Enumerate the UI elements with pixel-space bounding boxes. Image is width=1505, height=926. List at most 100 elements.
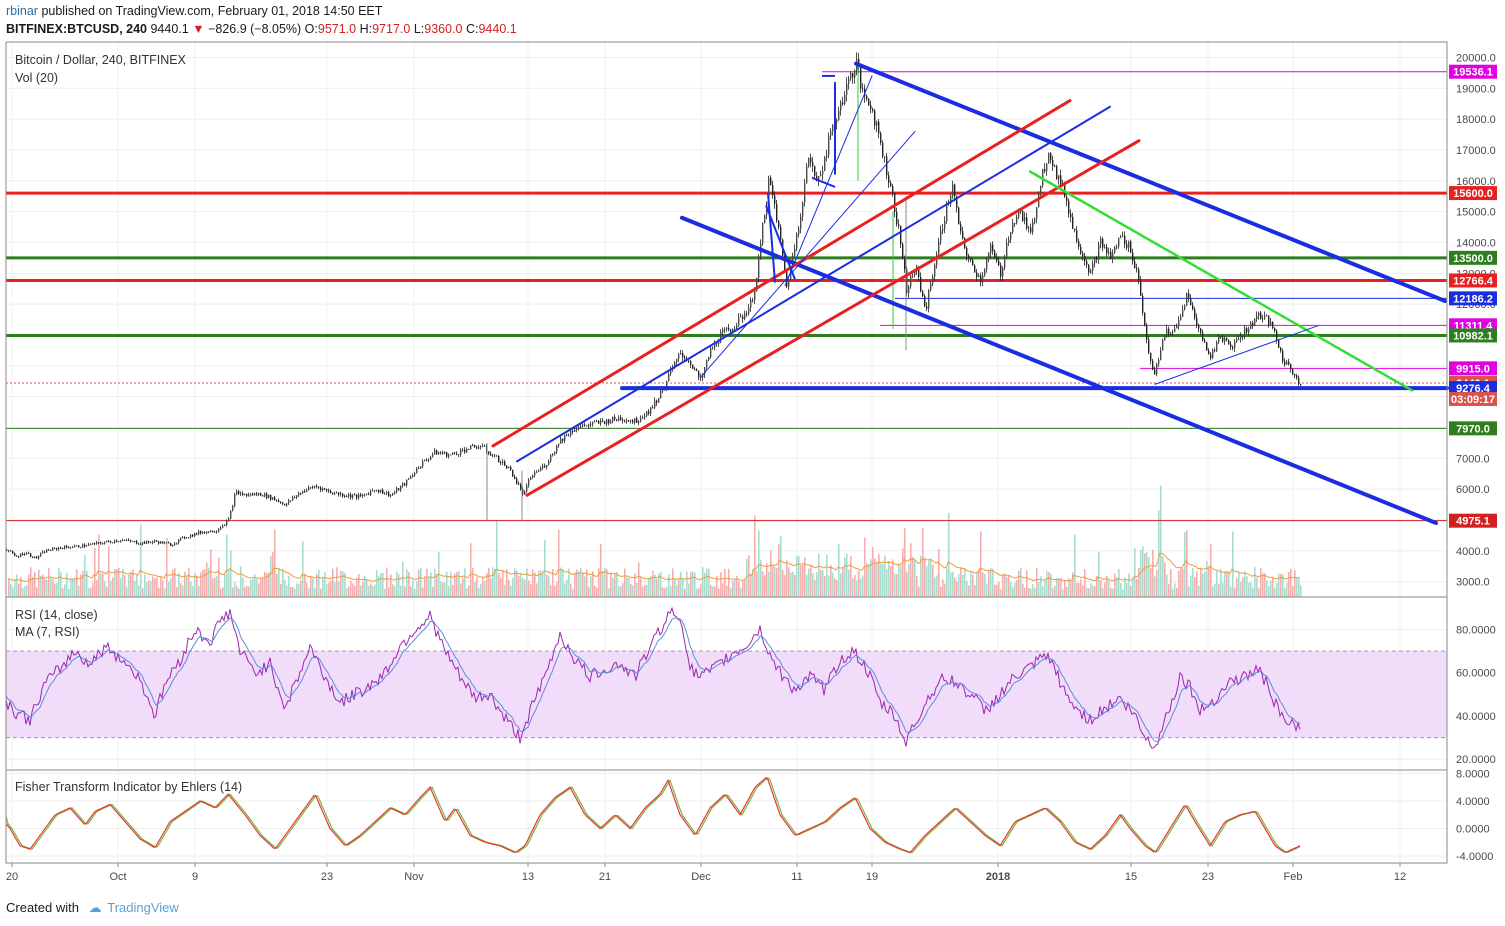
volume-bar — [1046, 571, 1048, 597]
volume-bar — [924, 557, 926, 597]
horizontal-levels[interactable] — [6, 71, 1447, 522]
tradingview-brand[interactable]: TradingView — [107, 900, 179, 915]
candle-body — [242, 493, 244, 496]
volume-bar — [92, 582, 94, 597]
volume-bar — [646, 584, 648, 597]
price-tag-label: 19536.1 — [1453, 67, 1493, 79]
candle-body — [1116, 246, 1118, 248]
volume-bar — [396, 571, 398, 597]
volume-bar — [642, 586, 644, 597]
price-tick-label: 16000.0 — [1456, 176, 1496, 188]
candle-body — [1038, 194, 1040, 208]
candle-body — [842, 102, 844, 104]
volume-bar — [232, 587, 234, 597]
volume-bar — [1098, 551, 1100, 597]
candle-body — [764, 215, 766, 224]
candle-body — [512, 469, 514, 477]
candle-body — [248, 494, 250, 496]
candle-body — [316, 486, 318, 487]
candle-body — [28, 552, 30, 554]
candle-body — [390, 495, 392, 497]
candle-body — [54, 547, 56, 549]
volume-bar — [76, 569, 78, 597]
candle-body — [156, 540, 158, 542]
candle-body — [870, 105, 872, 110]
candle-body — [1254, 319, 1256, 326]
author-name[interactable]: rbinar — [6, 4, 38, 18]
candle-body — [690, 361, 692, 365]
volume-bar — [286, 585, 288, 597]
candle-body — [984, 269, 986, 276]
volume-bar — [476, 577, 478, 597]
price-axis: 3000.04000.05000.06000.07000.08000.09000… — [1449, 52, 1497, 863]
candle-body — [980, 275, 982, 283]
volume-bar — [938, 548, 940, 597]
candle-body — [768, 177, 770, 202]
candle-body — [1132, 252, 1134, 262]
fisher-tick-label: 4.0000 — [1456, 796, 1490, 808]
candle-body — [636, 418, 638, 423]
candle-body — [174, 543, 176, 545]
candle-body — [32, 556, 34, 558]
candle-body — [540, 467, 542, 471]
trendlines[interactable] — [491, 61, 1449, 525]
candle-body — [614, 416, 616, 420]
volume-bar — [738, 581, 740, 597]
candle-body — [232, 506, 234, 511]
candle-body — [350, 494, 352, 498]
candle-body — [544, 465, 546, 468]
candle-body — [522, 488, 524, 495]
volume-bar — [368, 585, 370, 597]
candle-body — [184, 536, 186, 539]
candle-body — [1052, 159, 1054, 167]
candle-body — [288, 500, 290, 504]
candle-body — [656, 400, 658, 403]
candle-body — [1174, 328, 1176, 332]
candle-body — [228, 518, 230, 521]
volume-bar — [652, 570, 654, 597]
candle-body — [238, 491, 240, 495]
volume-bar — [644, 584, 646, 597]
time-tick-label: 13 — [522, 871, 534, 883]
candle-body — [1126, 244, 1128, 248]
candle-body — [684, 357, 686, 359]
price-tag — [1449, 291, 1497, 306]
candle-body — [1136, 268, 1138, 270]
volume-bar — [26, 584, 28, 597]
time-tick-label: 23 — [1202, 871, 1214, 883]
candle-body — [688, 360, 690, 362]
candle-body — [778, 220, 780, 228]
candle-body — [602, 420, 604, 422]
volume-bar — [342, 571, 344, 597]
volume-bar — [482, 577, 484, 597]
volume-bar — [1214, 583, 1216, 597]
candle-body — [340, 493, 342, 495]
volume-bar — [1244, 571, 1246, 597]
tradingview-logo-icon[interactable]: ☁ — [88, 900, 102, 915]
volume-bar — [720, 572, 722, 597]
volume-bar — [478, 587, 480, 597]
candle-body — [1094, 257, 1096, 264]
volume-bar — [994, 584, 996, 597]
volume-bar — [1200, 567, 1202, 597]
candle-body — [912, 274, 914, 276]
candle-body — [472, 445, 474, 447]
volume-bar — [840, 573, 842, 597]
candle-body — [728, 327, 730, 330]
volume-bar — [1276, 582, 1278, 597]
candle-body — [588, 424, 590, 427]
price-tick-label: 3000.0 — [1456, 577, 1490, 589]
volume-bar — [942, 579, 944, 597]
volume-bar — [588, 587, 590, 597]
candle-body — [322, 488, 324, 491]
candle-body — [468, 448, 470, 450]
volume-bar — [1196, 571, 1198, 597]
volume-bar — [1030, 588, 1032, 597]
volume-bar — [966, 580, 968, 597]
chart-canvas[interactable]: 3000.04000.05000.06000.07000.08000.09000… — [0, 40, 1505, 898]
volume-bar — [878, 553, 880, 597]
volume-bar — [822, 570, 824, 597]
volume-bar — [732, 580, 734, 597]
price-tick-label: 20000.0 — [1456, 52, 1496, 64]
volume-bar — [1014, 582, 1016, 597]
